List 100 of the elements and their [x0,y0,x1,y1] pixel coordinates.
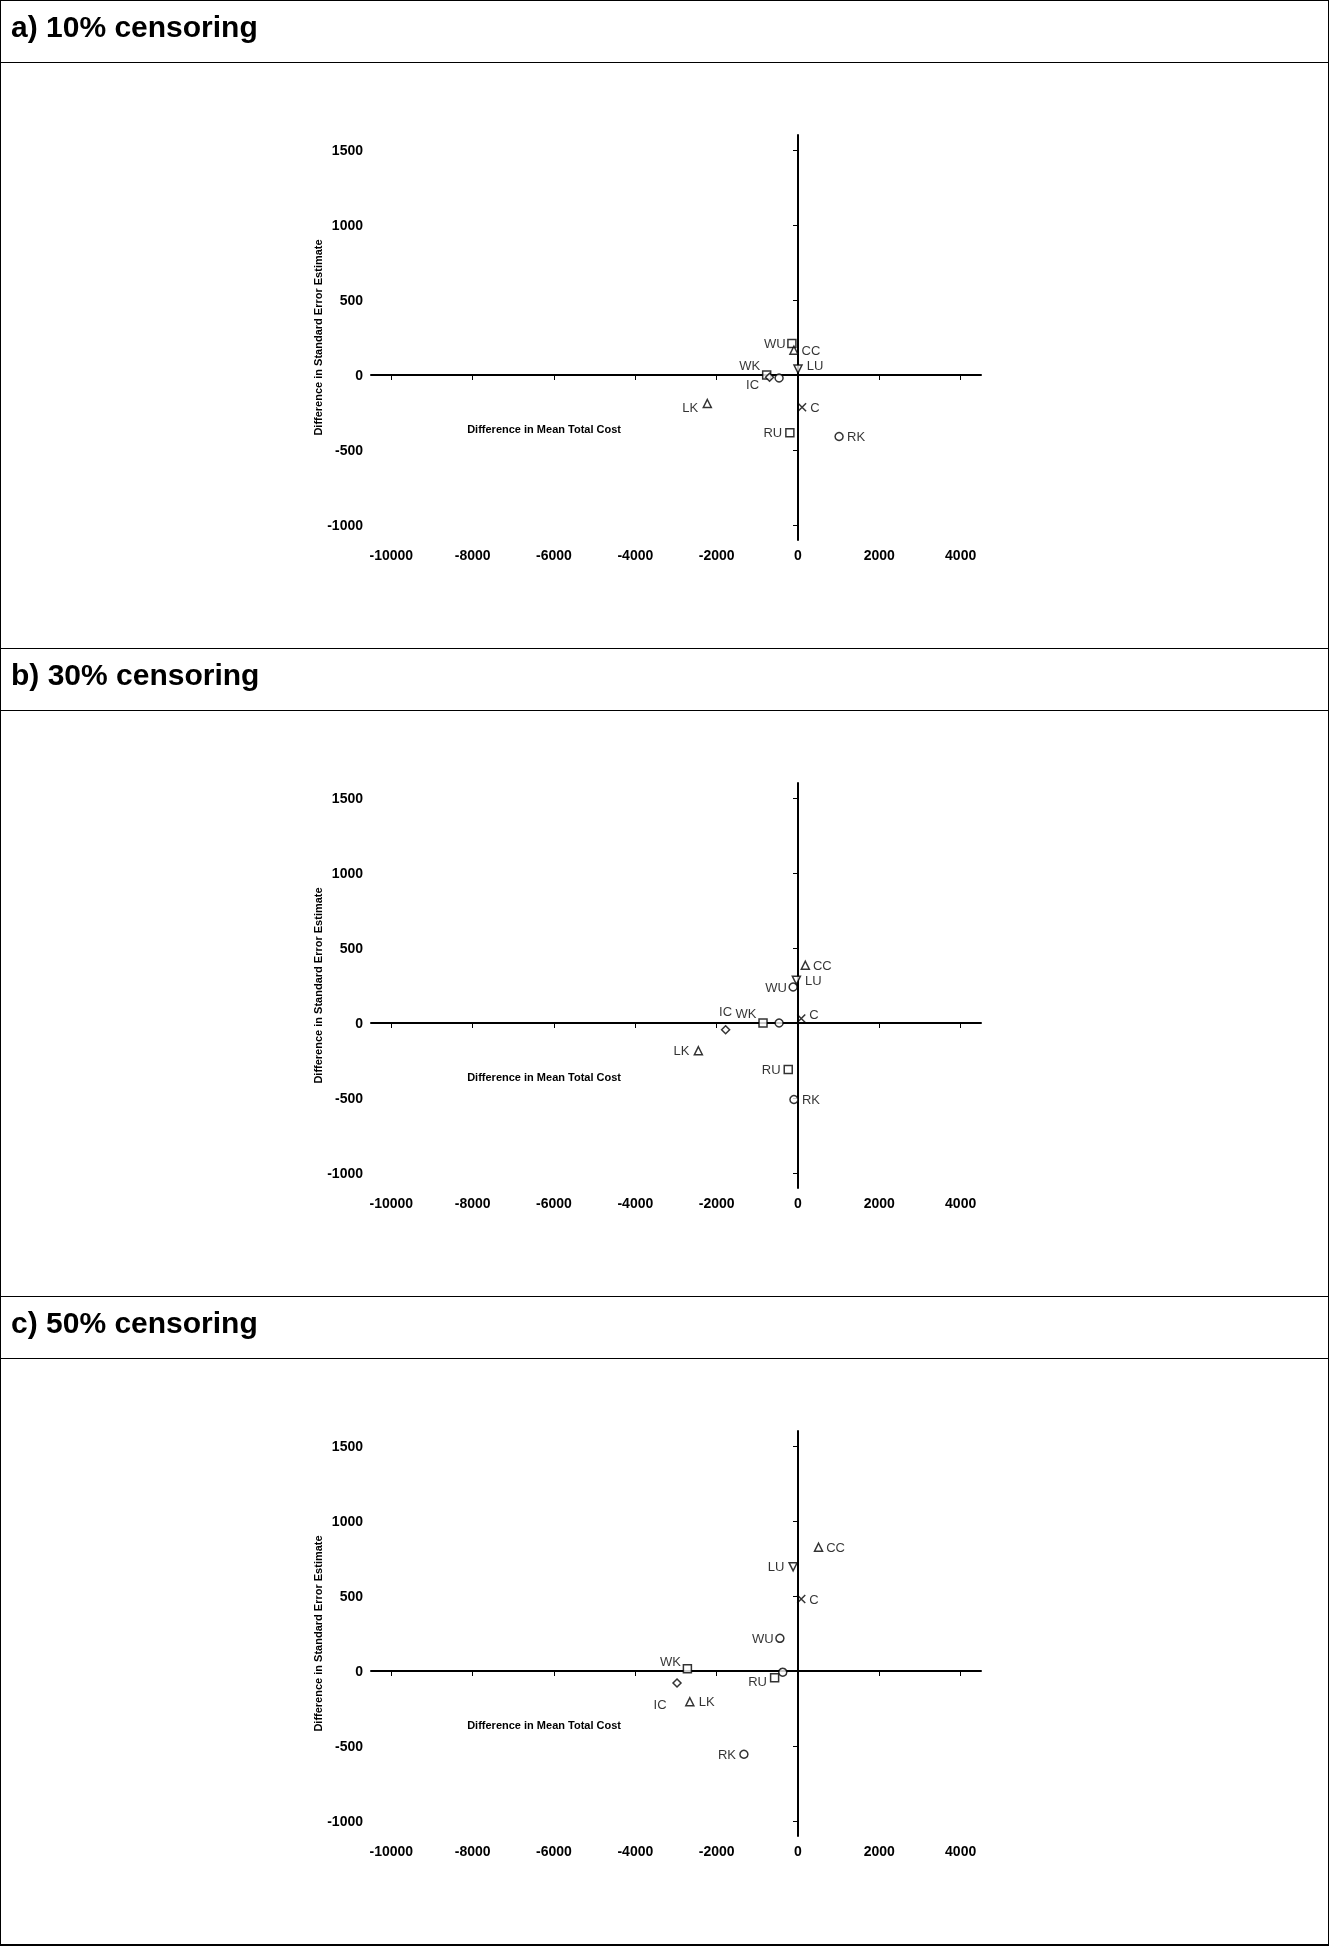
y-tick-label: 1000 [331,865,364,881]
y-tick-label: -1000 [327,1165,364,1181]
series-label: LU [767,1559,785,1575]
x-tick-label: 2000 [863,1843,896,1859]
x-tick-label: -8000 [454,547,491,563]
series-label: LK [698,1694,716,1710]
y-tick-label: -500 [334,1738,364,1754]
x-tick-label: 4000 [945,1195,977,1211]
point [682,1664,693,1674]
chart-title: b) 30% censoring [1,649,1328,711]
point [702,398,713,409]
chart-title: a) 10% censoring [1,1,1328,63]
x-tick-label: -6000 [536,1843,573,1859]
y-axis-title: Difference in Standard Error Estimate [311,887,324,1084]
point [785,428,795,438]
x-tick-label: -4000 [617,547,654,563]
x-tick-label: 2000 [863,1195,896,1211]
point [693,1046,704,1056]
series-label: CC [826,1539,845,1555]
series-label: CC [812,957,832,973]
y-tick-label: -1000 [327,517,364,533]
x-axis-title: Difference in Mean Total Cost [467,1718,622,1731]
y-axis-title: Difference in Standard Error Estimate [311,239,324,436]
x-tick-label: -6000 [536,1195,573,1211]
series-label: C [810,399,820,415]
series-label: WU [765,979,787,995]
x-tick-label: 4000 [945,547,977,563]
legend-label: RK [801,1092,821,1107]
x-tick-label: -10000 [369,1843,414,1859]
y-tick-label: -1000 [327,1813,364,1829]
y-tick-label: 0 [355,1663,364,1679]
series-label: RU [763,425,783,441]
x-axis-title: Difference in Mean Total Cost [467,1070,622,1083]
point [769,1673,780,1683]
y-axis-title: Difference in Standard Error Estimate [311,1535,324,1732]
x-tick-label: -6000 [536,547,573,563]
x-tick-label: -8000 [454,1195,491,1211]
point [791,975,802,985]
series-label: IC [653,1696,667,1712]
legend-label: IC [746,376,760,392]
y-tick-label: 500 [339,292,364,308]
point [788,982,798,992]
x-tick-label: -2000 [698,1843,735,1859]
series-label: WU [764,336,786,351]
y-tick-label: 1500 [331,790,364,806]
x-tick-label: -8000 [454,1843,491,1859]
series-label: C [809,1007,819,1022]
series-label: CC [801,342,821,358]
point [778,1667,788,1677]
point [739,1749,749,1759]
series-label: WK [659,1654,682,1670]
series-label: LU [806,357,824,373]
y-tick-label: 1500 [331,1438,364,1454]
point [789,1094,799,1105]
x-axis-title: Difference in Mean Total Cost [467,422,622,435]
point [796,1594,806,1604]
point [783,1064,793,1075]
point [685,1697,695,1707]
series-label: RK [847,429,866,444]
point [775,1633,785,1644]
x-tick-label: -4000 [617,1195,654,1211]
y-tick-label: 0 [355,1015,364,1031]
y-tick-label: 1000 [331,1513,364,1529]
point [789,345,799,355]
series-label: LU [805,972,822,988]
point [834,431,844,442]
x-tick-label: -2000 [698,1195,735,1211]
x-tick-label: -4000 [617,1843,654,1859]
series-label: RU [748,1674,768,1690]
point [788,1562,798,1572]
y-tick-label: 500 [339,940,364,956]
point [774,1018,784,1028]
series-label: RU [761,1062,781,1077]
y-tick-label: 1500 [331,142,364,158]
point [800,960,811,970]
x-tick-label: -10000 [369,547,414,563]
point [774,373,784,383]
series-label: RK [717,1746,737,1762]
x-tick-label: 0 [794,1843,803,1859]
point [787,338,797,349]
series-label: WK [735,1005,757,1021]
point [793,364,803,374]
x-tick-label: 4000 [945,1843,977,1859]
series-label: LK [673,1043,690,1059]
series-label: WU [752,1630,774,1646]
x-tick-label: -10000 [369,1195,414,1211]
point [758,1018,768,1028]
point [672,1678,682,1688]
series-label: WK [739,357,761,373]
x-tick-label: -2000 [698,547,735,563]
chart-title: c) 50% censoring [1,1297,1328,1359]
legend-label: C [809,1591,819,1607]
x-tick-label: 2000 [863,547,896,563]
y-tick-label: 0 [355,367,364,383]
point [813,1542,824,1552]
x-tick-label: 0 [794,1195,803,1211]
y-tick-label: 1000 [331,217,364,233]
y-tick-label: -500 [334,1090,364,1106]
series-label: IC [719,1004,733,1020]
x-tick-label: 0 [794,547,803,563]
